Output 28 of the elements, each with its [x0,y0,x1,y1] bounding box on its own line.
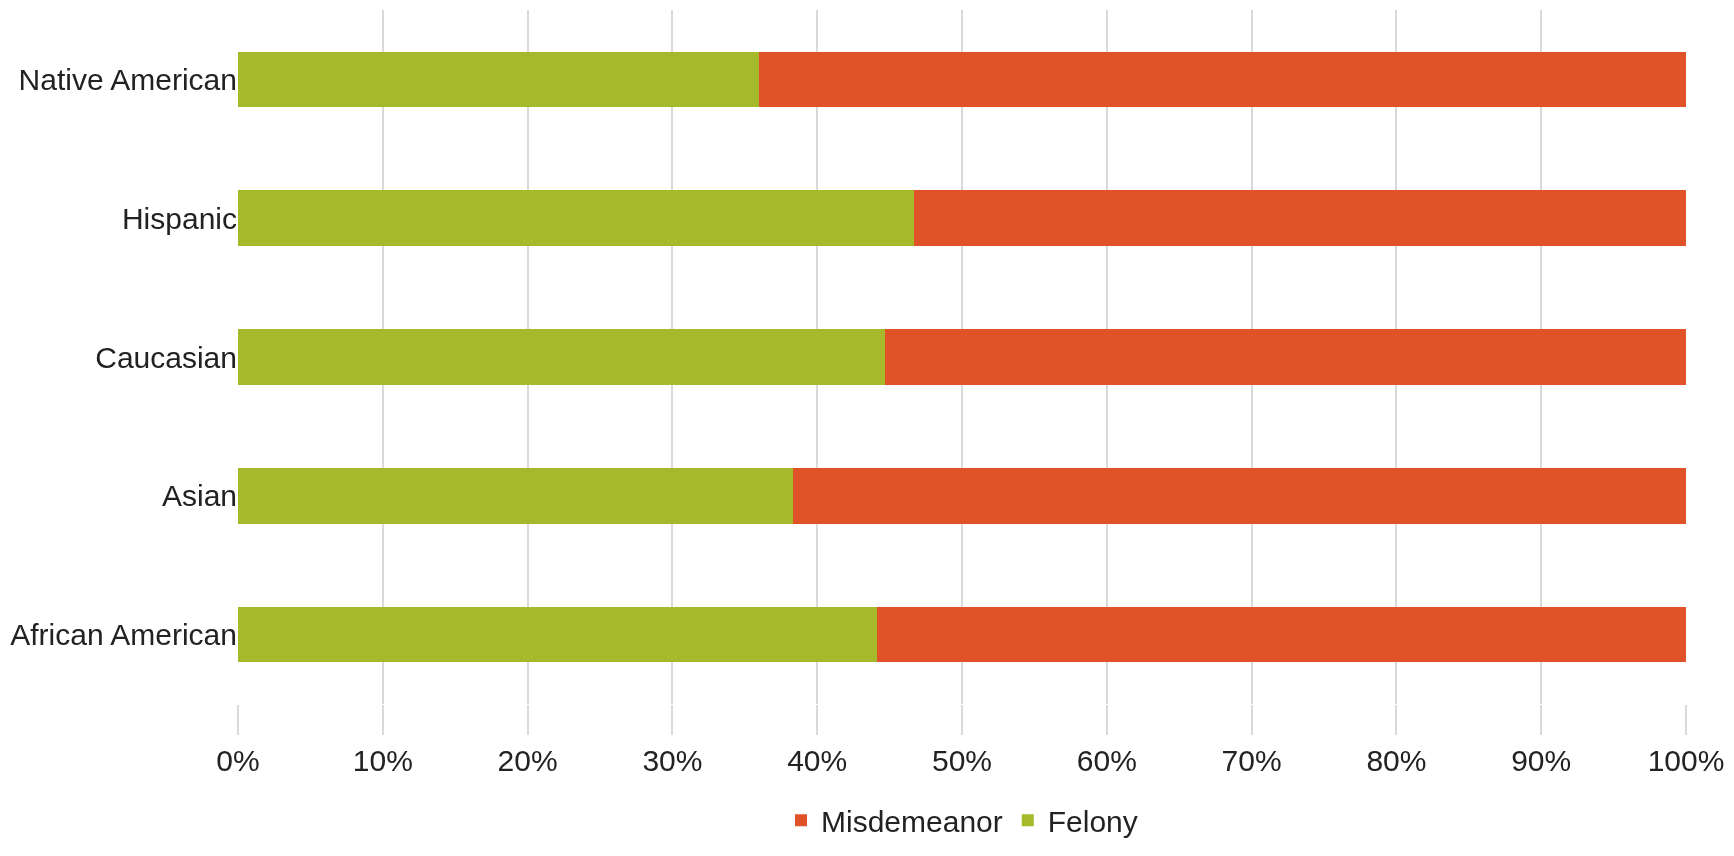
x-tick-label: 70% [1221,744,1282,777]
bar [238,606,877,663]
y-tick-label: African American [10,618,237,652]
bar [238,51,760,108]
x-tick-label: 50% [931,744,993,777]
y-tick-label: Asian [161,479,237,513]
y-tick-label: Hispanic [121,201,237,235]
x-tick-label: 0% [216,744,260,777]
legend-label: Misdemeanor [821,804,1003,838]
bar [238,468,793,524]
y-tick-label: Caucasian [95,340,237,374]
x-tick-label: 80% [1366,744,1427,777]
x-tick-label: 30% [642,744,703,777]
bar [238,329,886,385]
x-tick-label: 10% [352,744,413,777]
bar [238,190,915,246]
bar [759,51,1686,108]
x-tick-label: 100% [1647,744,1725,777]
x-tick-label: 40% [787,744,848,777]
legend-label: Felony [1047,804,1138,838]
y-tick-label: Native American [18,62,237,96]
bar [876,606,1686,663]
x-tick-label: 60% [1076,744,1137,777]
x-tick-label: 20% [497,744,558,777]
x-tick-label: 90% [1511,744,1572,777]
bar [885,329,1686,385]
bar [914,190,1686,246]
bar [792,468,1686,524]
